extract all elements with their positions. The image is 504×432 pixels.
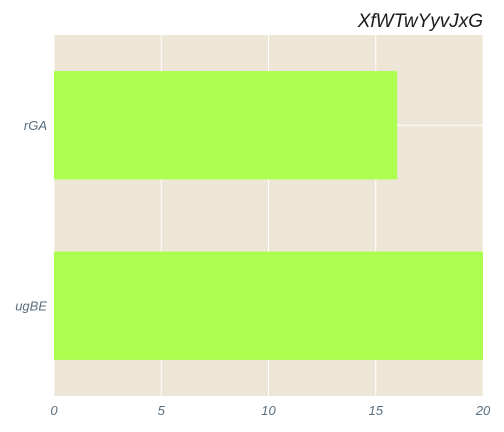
x-tick-label-3: 15 <box>369 403 384 418</box>
x-tick-label-2: 10 <box>261 403 276 418</box>
bar-ugBE <box>54 251 483 360</box>
x-axis-tick-labels: 0 5 10 15 20 <box>50 403 491 418</box>
y-tick-label-rGA: rGA <box>24 118 47 133</box>
y-tick-label-ugBE: ugBE <box>15 298 47 313</box>
x-tick-label-0: 0 <box>50 403 58 418</box>
chart-title: XfWTwYyvJxG <box>357 11 483 32</box>
bar-rGA <box>54 71 398 180</box>
bar-group <box>54 71 483 360</box>
y-axis-tick-labels: rGA ugBE <box>15 118 47 314</box>
x-tick-label-4: 20 <box>475 403 491 418</box>
x-tick-label-1: 5 <box>158 403 166 418</box>
